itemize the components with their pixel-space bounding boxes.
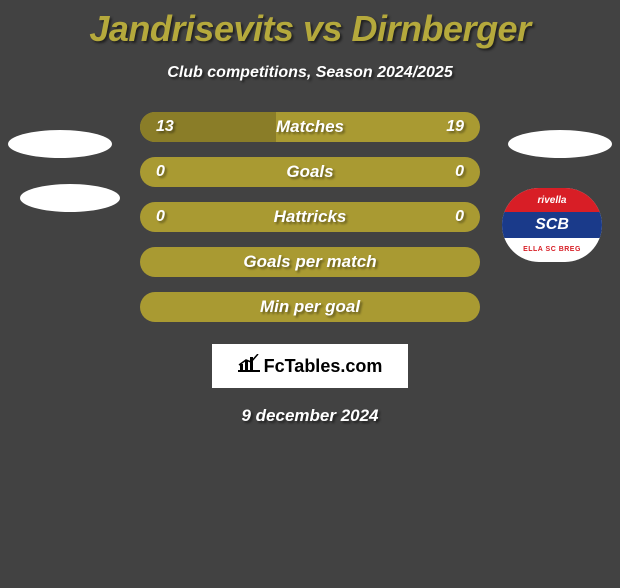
badge-mid-stripe: SCB [502, 212, 602, 237]
stat-label: Matches [276, 117, 344, 137]
stat-left-value: 0 [156, 163, 165, 181]
stat-label: Goals [286, 162, 333, 182]
team-badge: rivella SCB ELLA SC BREG [502, 188, 602, 262]
stat-right-value: 19 [446, 118, 464, 136]
stat-row: Min per goal [140, 292, 480, 322]
stat-row: Goals per match [140, 247, 480, 277]
page-title: Jandrisevits vs Dirnberger [0, 8, 620, 50]
logo-box: FcTables.com [212, 344, 408, 388]
stat-label: Hattricks [274, 207, 347, 227]
stat-left-value: 0 [156, 208, 165, 226]
left-badge-placeholder-1 [8, 130, 112, 158]
stat-label: Goals per match [243, 252, 376, 272]
stat-right-value: 0 [455, 208, 464, 226]
stat-row: 13 Matches 19 [140, 112, 480, 142]
logo-text: FcTables.com [238, 354, 383, 378]
date-label: 9 december 2024 [0, 406, 620, 426]
badge-top-text: rivella [538, 195, 567, 206]
chart-icon [238, 354, 260, 378]
stat-row: 0 Hattricks 0 [140, 202, 480, 232]
right-badge-placeholder-1 [508, 130, 612, 158]
stat-left-value: 13 [156, 118, 174, 136]
subtitle: Club competitions, Season 2024/2025 [0, 64, 620, 82]
stat-row: 0 Goals 0 [140, 157, 480, 187]
logo-label: FcTables.com [264, 356, 383, 377]
stat-label: Min per goal [260, 297, 360, 317]
stat-right-value: 0 [455, 163, 464, 181]
left-badge-placeholder-2 [20, 184, 120, 212]
